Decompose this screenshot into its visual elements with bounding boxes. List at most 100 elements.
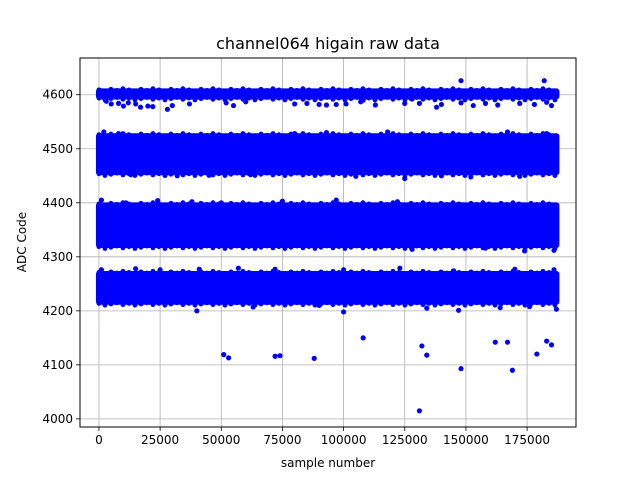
data-point <box>498 200 504 206</box>
data-point <box>108 200 114 206</box>
data-point <box>240 86 246 92</box>
data-point <box>470 102 476 109</box>
data-point <box>462 173 468 178</box>
data-point <box>396 132 402 138</box>
data-point <box>120 86 126 92</box>
data-point <box>114 270 120 276</box>
data-point <box>150 200 156 206</box>
data-point <box>174 202 180 207</box>
data-point <box>126 95 132 101</box>
data-point <box>548 342 555 348</box>
data-point <box>162 302 168 308</box>
data-point <box>312 302 318 308</box>
data-point <box>204 202 210 207</box>
data-point <box>294 170 300 176</box>
data-point <box>492 173 498 178</box>
data-point <box>451 268 457 274</box>
data-point <box>504 170 510 176</box>
chart-title: channel064 higain raw data <box>216 34 440 53</box>
data-point <box>474 170 480 176</box>
data-point <box>486 87 492 93</box>
data-point <box>114 202 120 207</box>
data-point <box>234 88 240 93</box>
data-point <box>396 301 402 306</box>
data-point <box>378 244 384 250</box>
data-point <box>264 170 270 176</box>
y-axis: 4000 4100 4200 4300 4400 4500 4600 <box>42 88 80 426</box>
data-point <box>468 174 474 180</box>
data-point <box>276 132 282 138</box>
data-point <box>300 302 306 308</box>
data-point <box>462 302 468 308</box>
data-point <box>312 97 318 103</box>
data-point <box>144 95 150 100</box>
data-point <box>276 301 282 306</box>
data-point <box>360 200 366 206</box>
data-point <box>246 132 252 138</box>
x-tick-label: 125000 <box>382 433 428 447</box>
plot-frame <box>79 57 577 428</box>
data-point <box>174 173 180 179</box>
data-point <box>246 87 252 93</box>
data-point <box>300 96 306 102</box>
data-point <box>270 86 276 92</box>
data-point <box>288 301 294 307</box>
data-point <box>186 301 192 306</box>
data-point <box>468 301 474 307</box>
data-point <box>108 171 114 177</box>
data-point <box>498 86 504 92</box>
data-point <box>145 103 151 109</box>
data-point <box>156 244 162 250</box>
data-point <box>456 132 462 138</box>
data-point <box>150 172 156 178</box>
data-point <box>416 100 423 106</box>
data-point <box>204 270 210 276</box>
data-point <box>480 131 486 136</box>
data-point <box>517 100 523 106</box>
data-point <box>342 97 348 103</box>
data-point <box>120 245 126 251</box>
data-point <box>336 132 342 138</box>
data-point <box>552 173 558 178</box>
data-point <box>138 171 144 177</box>
data-point <box>222 202 228 208</box>
data-point <box>348 301 354 307</box>
y-tick-label: 4200 <box>42 304 73 318</box>
data-point <box>120 131 126 136</box>
data-point <box>277 353 283 359</box>
data-point <box>228 131 234 137</box>
data-point <box>252 173 258 178</box>
data-point <box>546 87 552 93</box>
data-point <box>444 132 450 138</box>
data-point <box>126 301 132 306</box>
data-point <box>510 200 516 206</box>
data-point <box>360 97 366 103</box>
data-point <box>517 173 523 179</box>
data-point <box>330 96 336 102</box>
data-point <box>456 270 462 275</box>
data-point <box>216 270 222 275</box>
data-point <box>482 100 489 106</box>
data-point <box>544 131 550 137</box>
data-point <box>216 301 222 306</box>
data-point <box>497 305 503 311</box>
data-point <box>534 202 540 207</box>
data-point <box>133 101 139 107</box>
data-point <box>540 200 546 206</box>
data-point <box>168 269 174 275</box>
data-point <box>258 244 264 250</box>
data-point <box>480 86 486 92</box>
data-point <box>174 270 180 276</box>
x-tick-label: 100000 <box>321 433 367 447</box>
data-point <box>222 173 228 178</box>
data-point <box>360 268 366 274</box>
data-point <box>218 200 224 206</box>
data-point <box>288 86 294 92</box>
data-point <box>264 95 270 100</box>
data-point <box>316 302 322 309</box>
data-point <box>336 171 342 177</box>
data-point <box>288 96 294 102</box>
data-point <box>420 86 426 92</box>
data-point <box>234 202 240 207</box>
data-point <box>516 270 522 275</box>
